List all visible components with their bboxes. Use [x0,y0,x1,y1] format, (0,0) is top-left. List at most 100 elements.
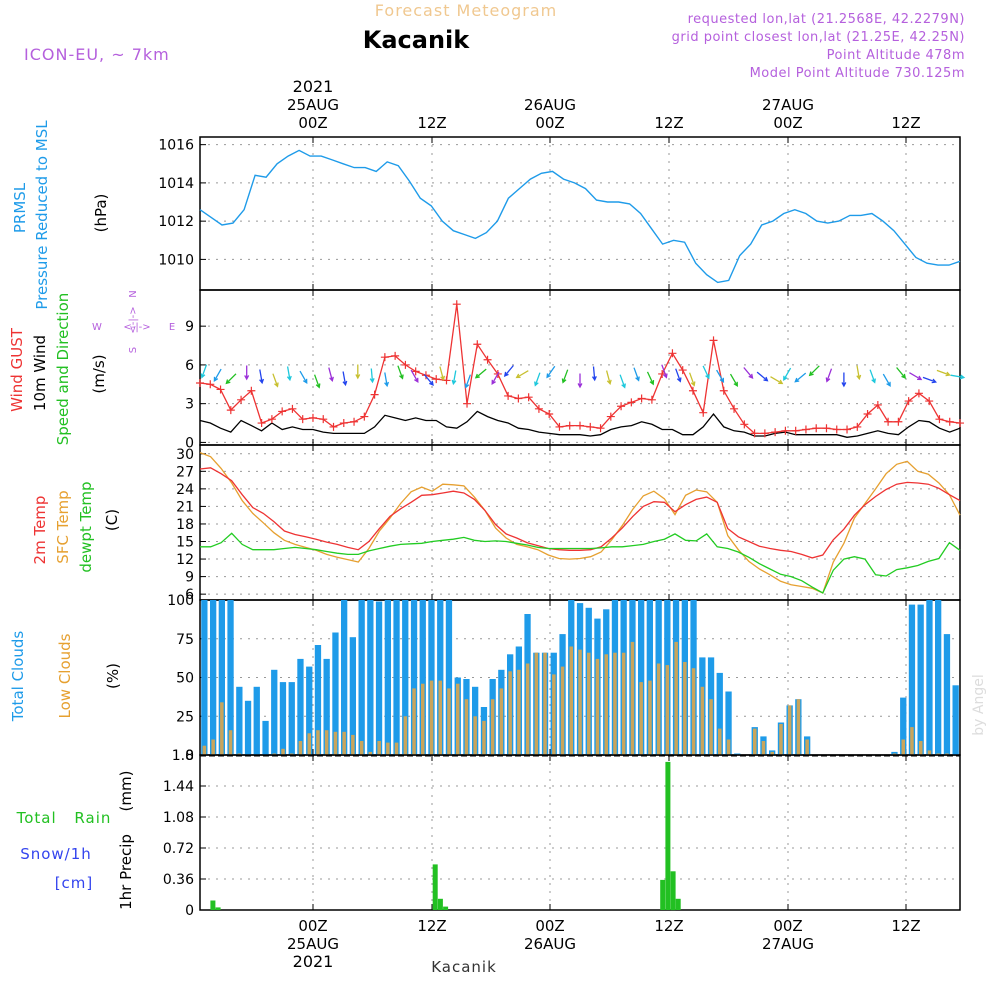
gust-marker [637,394,646,403]
gust-marker [524,393,533,402]
low-cloud-bar [621,652,626,755]
precip-bar [210,900,216,910]
temp-ytick-label: 12 [176,552,194,568]
gust-marker [935,415,944,424]
temp-ytick-label: 30 [176,447,194,463]
temp-ytick-label: 6 [185,587,194,603]
gust-marker [196,379,204,387]
low-cloud-bar [700,686,705,755]
low-cloud-bar [490,699,495,755]
wind-direction-arrow-icon [675,368,682,383]
low-cloud-bar [901,739,905,755]
total-cloud-bar [926,600,933,755]
point-altitude: Point Altitude 478m [827,48,965,63]
gust-marker [668,349,677,358]
gust-marker [925,397,934,406]
wind-direction-arrow-icon [794,372,807,383]
low-cloud-bar [228,730,233,755]
dewpt-title: dewpt Temp [77,481,95,572]
low-cloud-bar [211,739,215,755]
dewpt-line [200,532,961,594]
wind-direction-arrow-icon [808,365,820,377]
gust-marker [257,419,266,428]
gust-marker [801,425,810,434]
clouds-ytick-label: 50 [176,671,194,687]
total-cloud-bar [236,686,243,755]
temp2m-title: 2m Temp [31,496,49,565]
precip-grid: 0 0.36 0.72 1.08 1.44 1.8 [163,748,961,919]
total-cloud-bar [935,600,942,755]
wind-direction-arrow-icon [688,372,696,387]
temp-ytick-label: 27 [176,464,194,480]
low-cloud-bar [770,751,774,755]
wind-direction-arrow-icon [577,373,583,389]
prmsl-title: PRMSL [11,182,29,233]
panels: 1010101210141016036969121518212427300255… [158,136,966,919]
compass-e: E [169,322,175,333]
low-cloud-bar [368,751,373,755]
low-cloud-bar [910,727,914,755]
gust-marker [647,395,656,404]
low-cloud-bar [805,739,809,755]
precip-unit: (mm) [117,771,135,812]
wind-direction-arrow-icon [451,370,457,386]
low-cloud-bar [351,734,355,755]
wind-direction-arrow-icon [770,376,784,385]
wind-ytick-label: 3 [185,397,194,413]
low-cloud-bar [464,699,469,755]
total-cloud-bar [393,600,400,755]
wind-direction-arrow-icon [605,370,612,385]
gust-marker [350,417,359,426]
wind-direction-arrow-icon [950,374,966,380]
gust-marker [719,386,728,395]
low-cloud-bar [473,716,477,756]
wind-direction-arrow-icon [355,364,361,380]
gust-marker [452,300,461,309]
temp-ytick-label: 9 [185,570,194,586]
total-cloud-bar [437,600,444,755]
low-cloud-bar [630,641,635,755]
gust-marker [206,380,215,389]
credit: by Angel [971,674,987,735]
low-cloud-bar [595,658,600,755]
wind-direction-arrow-icon [825,368,833,383]
gust-marker [432,375,441,384]
low-cloud-bar [456,683,460,755]
gust-marker [319,415,328,424]
gust-line [199,304,961,435]
sfc-temp-line [199,451,961,594]
gust-marker [945,417,954,426]
low-cloud-bar [674,641,678,755]
wind-direction-arrow-icon [213,368,222,382]
gust-marker [216,385,225,394]
precip-ytick-label: 1.44 [163,779,194,795]
precip-bar [670,871,676,911]
compass-arrow: <-|-> [128,306,139,333]
bottom-hour-1: 00Z [298,917,327,935]
wind-direction-arrow-icon [259,369,265,385]
location-title: Kacanik [363,26,471,54]
top-hour-2: 12Z [417,114,446,132]
low-cloud-bar [569,646,573,755]
gust-marker [596,424,605,433]
wind-direction-arrow-icon [384,372,390,388]
wind-direction-arrow-icon [328,367,334,383]
low-cloud-bar [919,741,923,755]
wind-direction-arrow-icon [936,369,951,377]
gust-marker [360,412,369,421]
low-cloud-bar [342,731,346,756]
precip-bar [432,864,438,910]
gust-marker [791,426,800,435]
total-cloud-bar [218,600,225,755]
wind-direction-arrow-icon [729,373,738,387]
low-cloud-bar [613,652,617,755]
low-cloud-bar [639,682,643,755]
pressure-ytick-label: 1012 [158,214,194,230]
total-cloud-bar [262,720,269,755]
gust-marker [545,410,554,418]
total-cloud-bar [445,600,453,755]
gust-marker [822,424,831,433]
gust-marker [370,390,379,399]
